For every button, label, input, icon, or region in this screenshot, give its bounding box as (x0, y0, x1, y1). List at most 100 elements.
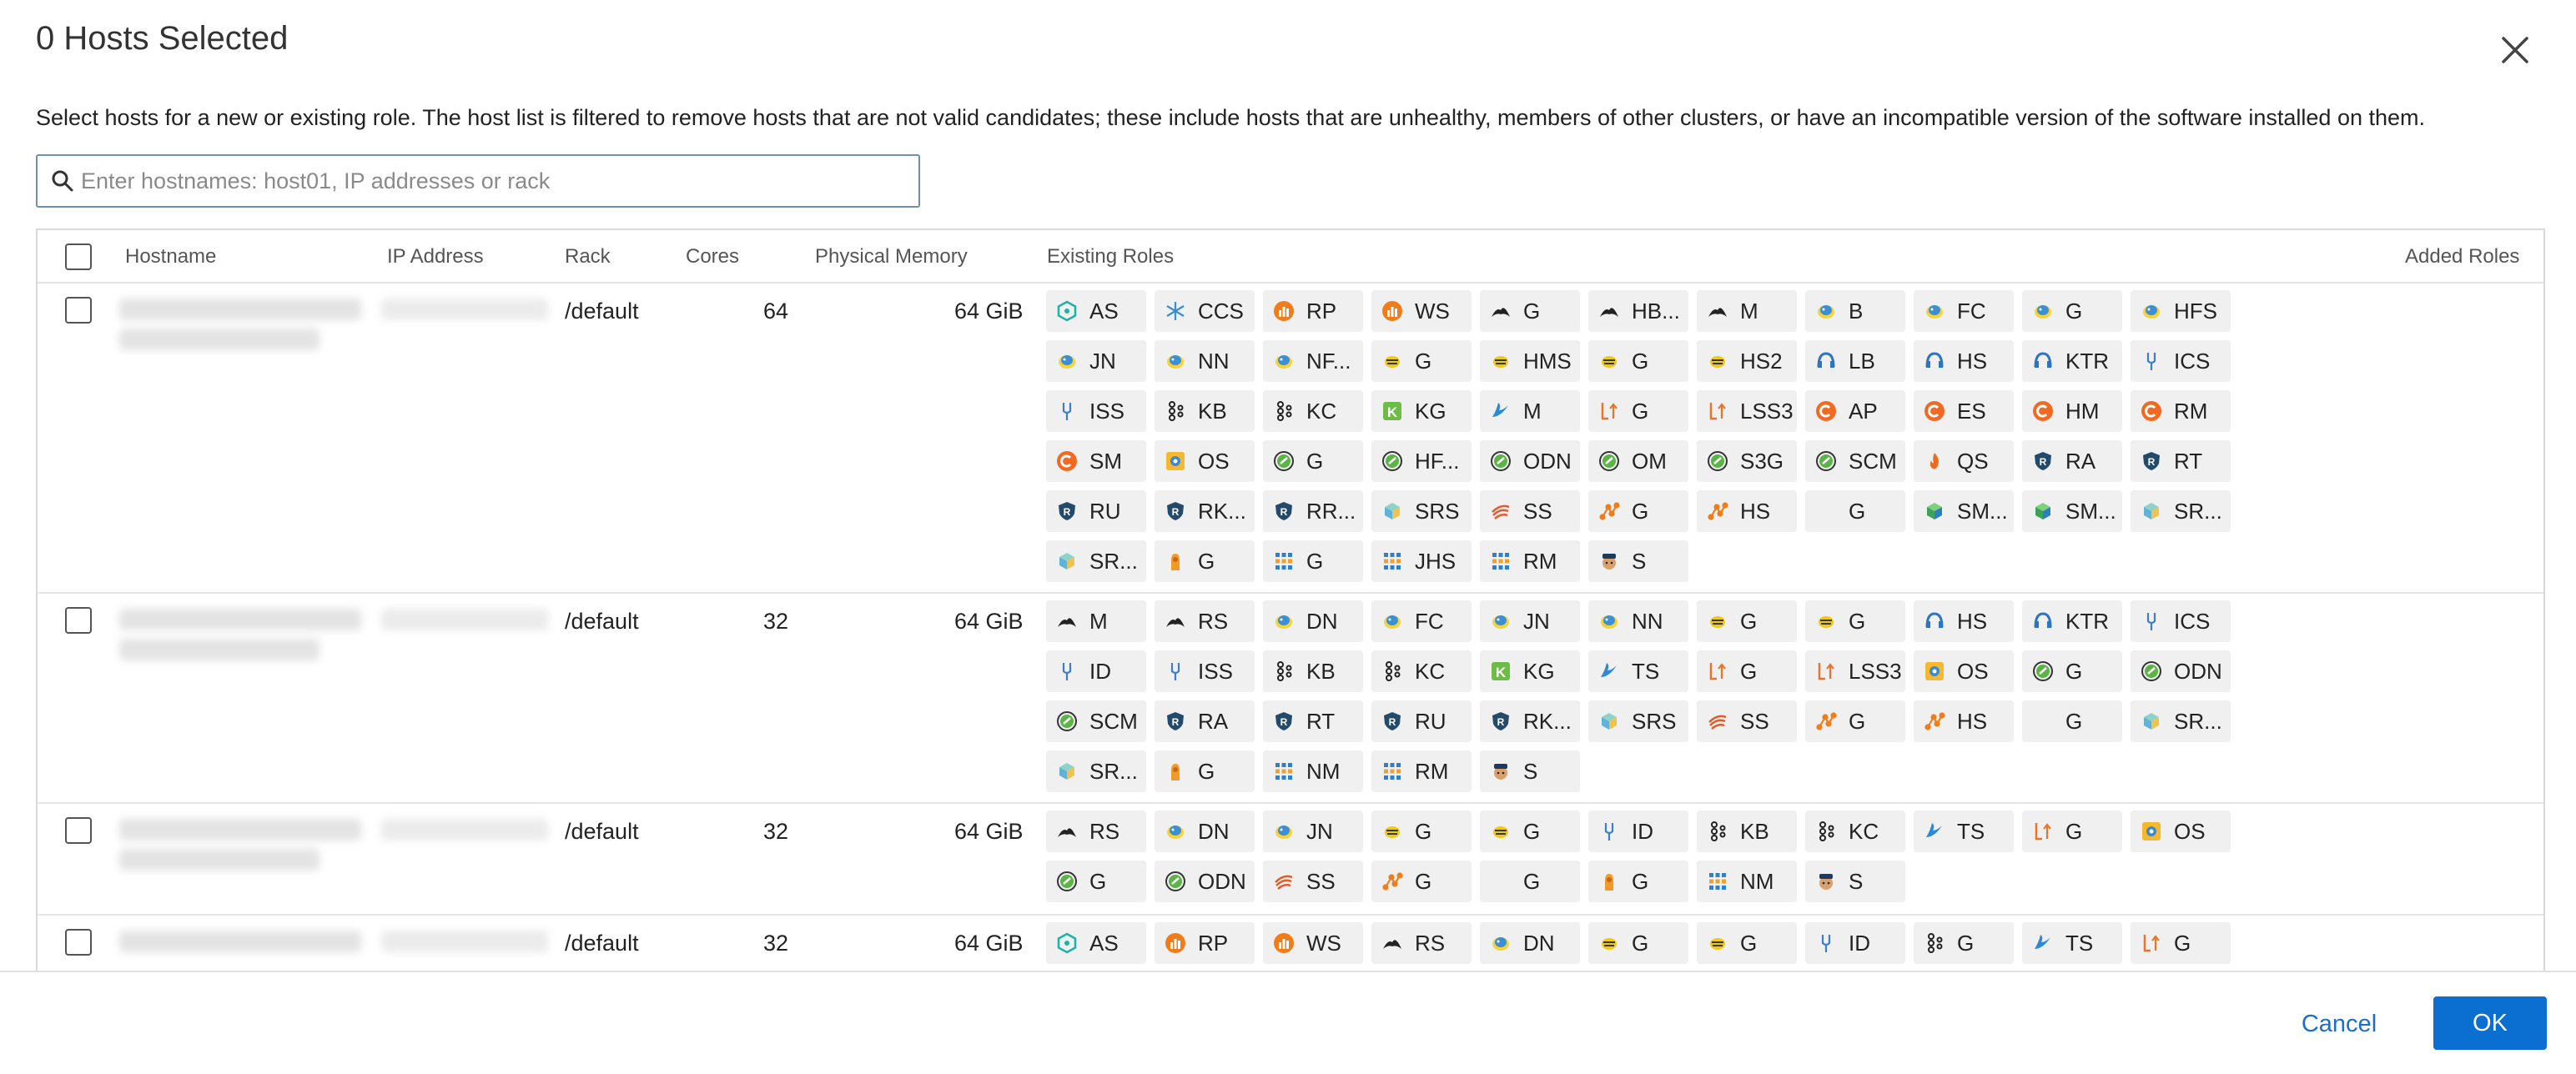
oozie-icon (1165, 450, 1186, 472)
rack-cell: /default (565, 299, 639, 324)
table-row[interactable]: /default 32 64 GiB RS DN JN G G ID KB KC TS G OS G O… (38, 804, 2543, 916)
svg-text:R: R (2040, 456, 2047, 468)
network-icon (1707, 500, 1728, 522)
svg-text:R: R (2148, 456, 2156, 468)
ozone-icon (2032, 660, 2054, 682)
role-label: OS (1957, 658, 1989, 684)
row-checkbox[interactable] (65, 817, 92, 844)
role-chip: SR... (1046, 540, 1146, 582)
role-label: ODN (1523, 448, 1572, 474)
role-label: S3G (1740, 448, 1784, 474)
hostname-redacted (119, 931, 361, 952)
role-label: RA (2065, 448, 2096, 474)
role-label: KB (1306, 658, 1336, 684)
hand-icon (1165, 550, 1186, 572)
role-label: ID (1089, 658, 1111, 684)
role-label: G (1849, 498, 1866, 524)
table-row[interactable]: /default 32 64 GiB M RS DN FC JN NN G G HS KTR ICS… (38, 594, 2543, 804)
role-chip: RM (1480, 540, 1580, 582)
role-label: RS (1089, 818, 1120, 844)
role-label: G (1632, 348, 1649, 374)
role-chip: DN (1155, 811, 1255, 852)
role-label: RM (2174, 398, 2208, 424)
hostname-redacted (119, 609, 361, 630)
ok-button[interactable]: OK (2433, 996, 2547, 1050)
bee-icon (1598, 932, 1620, 954)
role-label: NF... (1306, 348, 1351, 374)
role-chip: ID (1046, 650, 1146, 692)
role-label: G (1523, 818, 1541, 844)
zookeeper-icon (1598, 550, 1620, 572)
role-chip: ISS (1155, 650, 1255, 692)
role-chip: SRS (1588, 700, 1688, 742)
role-label: FC (1415, 608, 1444, 634)
existing-roles-list: RS DN JN G G ID KB KC TS G OS G ODN SS G G G NM S (1046, 811, 2329, 902)
close-button[interactable] (2497, 32, 2533, 68)
table-row[interactable]: /default 32 64 GiB ASRPWSRSDNGGIDGTSGG (38, 916, 2543, 971)
column-cores[interactable]: Cores (686, 245, 740, 268)
hadoop-elephant-icon (1924, 300, 1945, 322)
rack-cell: /default (565, 931, 639, 956)
zookeeper-icon (1815, 871, 1837, 892)
role-chip: KC (1263, 390, 1363, 432)
host-search-input[interactable] (81, 168, 882, 194)
role-chip: RM (2131, 390, 2231, 432)
column-ip-address[interactable]: IP Address (387, 245, 484, 268)
role-chip: SM (1046, 440, 1146, 482)
role-label: G (1089, 868, 1107, 894)
tuning-fork-icon (1165, 660, 1186, 682)
row-checkbox[interactable] (65, 929, 92, 956)
role-chip: OS (1914, 650, 2014, 692)
search-icon (52, 170, 73, 192)
cores-cell: 64 (763, 299, 789, 324)
role-chip: M (1046, 600, 1146, 642)
role-label: RS (1415, 930, 1446, 956)
role-label: ODN (2174, 658, 2222, 684)
role-label: G (2174, 930, 2191, 956)
column-physical-memory[interactable]: Physical Memory (815, 245, 968, 268)
role-label: SR... (1089, 548, 1138, 574)
table-row[interactable]: /default 64 64 GiB AS CCS RP WS G HB... M B FC G H… (38, 284, 2543, 594)
role-chip: G (1371, 811, 1472, 852)
role-chip: G (2022, 650, 2122, 692)
hostname-redacted (119, 639, 319, 660)
cancel-button[interactable]: Cancel (2289, 997, 2389, 1051)
role-label: KC (1849, 818, 1879, 844)
row-checkbox[interactable] (65, 297, 92, 324)
row-checkbox[interactable] (65, 607, 92, 634)
rack-cell: /default (565, 819, 639, 844)
role-chip: ICS (2131, 600, 2231, 642)
role-chip: CCS (1155, 290, 1255, 332)
grid-icon (1381, 760, 1403, 782)
select-all-checkbox[interactable] (65, 243, 92, 270)
role-chip: G (1805, 700, 1905, 742)
orange-bars-icon (1273, 932, 1295, 954)
host-search-box[interactable] (36, 154, 920, 208)
role-label: OM (1632, 448, 1667, 474)
whale-icon (1598, 300, 1620, 322)
bee-icon (1381, 350, 1403, 372)
dialog-description: Select hosts for a new or existing role.… (36, 105, 2426, 130)
role-label: TS (1957, 818, 1985, 844)
role-label: G (1415, 348, 1432, 374)
column-existing-roles[interactable]: Existing Roles (1047, 245, 1175, 268)
role-label: HS (1957, 348, 1988, 374)
role-chip: RP (1155, 922, 1255, 964)
role-chip: G (2022, 700, 2122, 742)
close-icon[interactable] (2497, 32, 2533, 68)
hadoop-elephant-icon (1381, 610, 1403, 632)
role-chip: R RT (2131, 440, 2231, 482)
column-rack[interactable]: Rack (565, 245, 611, 268)
role-chip: ICS (2131, 340, 2231, 382)
hue-icon (1924, 610, 1945, 632)
role-chip: ODN (1155, 861, 1255, 902)
hadoop-elephant-icon (1598, 610, 1620, 632)
role-chip: G (1155, 750, 1255, 792)
role-label: NN (1198, 348, 1230, 374)
grid-icon (1273, 550, 1295, 572)
role-chip: OM (1588, 440, 1688, 482)
column-added-roles[interactable]: Added Roles (2405, 245, 2520, 268)
role-chip: K KG (1480, 650, 1580, 692)
column-hostname[interactable]: Hostname (125, 245, 217, 268)
role-chip: R RA (2022, 440, 2122, 482)
